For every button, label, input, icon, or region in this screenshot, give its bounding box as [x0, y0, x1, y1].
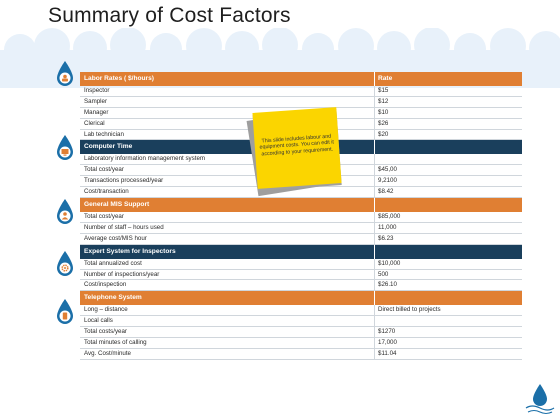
row-label: Total cost/year	[84, 213, 124, 221]
row-value: $26.10	[378, 281, 397, 289]
column-divider	[374, 176, 375, 187]
table-row: Local calls	[80, 316, 522, 328]
column-divider	[374, 269, 375, 280]
column-divider	[374, 140, 375, 155]
column-divider	[374, 86, 375, 96]
table-row: Number of inspections/year 500	[80, 269, 522, 281]
table-row: Total costs/year $1270	[80, 327, 522, 339]
column-divider	[374, 316, 375, 327]
column-divider	[374, 222, 375, 233]
table-row: Cost/inspection $26.10	[80, 280, 522, 292]
row-value: $1270	[378, 328, 396, 336]
row-label: Cost/transaction	[84, 188, 129, 196]
row-label: Number of staff – hours used	[84, 223, 164, 231]
column-divider	[374, 280, 375, 291]
row-label: Avg. Cost/minute	[84, 349, 132, 357]
row-label: Cost/inspection	[84, 281, 127, 289]
sticky-note: This slide includes labour and equipment…	[252, 107, 342, 189]
column-divider	[374, 212, 375, 222]
table-row: Cost/transaction $8.42	[80, 187, 522, 199]
column-divider	[374, 72, 375, 86]
section-header: Expert System for Inspectors	[80, 244, 522, 259]
phone-icon	[57, 299, 73, 324]
column-divider	[374, 154, 375, 165]
table-row: Inspector $15	[80, 86, 522, 97]
row-value: 500	[378, 270, 389, 278]
section-title: Computer Time	[84, 143, 133, 151]
row-label: Total cost/year	[84, 166, 124, 174]
table-row: Total minutes of calling 17,000	[80, 338, 522, 349]
row-label: Local calls	[84, 317, 113, 325]
row-label: Total annualized cost	[84, 259, 142, 267]
column-divider	[374, 305, 375, 316]
row-value: $6.23	[378, 234, 394, 242]
column-divider	[374, 187, 375, 198]
row-label: Number of inspections/year	[84, 270, 160, 278]
row-label: Lab technician	[84, 130, 124, 138]
water-drop-logo-icon	[525, 384, 555, 414]
table-row: Avg. Cost/minute $11.04	[80, 348, 522, 360]
column-divider	[374, 327, 375, 338]
column-divider	[374, 118, 375, 129]
column-divider	[374, 198, 375, 213]
computer-icon	[57, 135, 73, 160]
row-value: $10,000	[378, 259, 401, 267]
section-title: Labor Rates ( $/hours)	[84, 75, 154, 82]
row-value: 9,2100	[378, 177, 397, 185]
column-divider	[374, 258, 375, 269]
row-value: $12	[378, 97, 389, 105]
row-label: Sampler	[84, 97, 108, 105]
row-value: $10	[378, 108, 389, 116]
column-divider	[374, 244, 375, 259]
row-label: Inspector	[84, 87, 110, 94]
page-title: Summary of Cost Factors	[48, 4, 291, 27]
column-divider	[374, 233, 375, 244]
gear-icon	[57, 251, 73, 276]
section-header-value: Rate	[378, 75, 393, 82]
table-row: Total cost/year $85,000	[80, 212, 522, 223]
table-row: Long – distance Direct billed to projects	[80, 305, 522, 317]
row-label: Average cost/MIS hour	[84, 234, 147, 242]
row-value: $26	[378, 119, 389, 127]
section-title: General MIS Support	[84, 201, 150, 209]
section-title: Telephone System	[84, 294, 142, 302]
column-divider	[374, 96, 375, 107]
row-value: Direct billed to projects	[378, 306, 441, 314]
column-divider	[374, 291, 375, 306]
table-row: Number of staff – hours used 11,000	[80, 222, 522, 234]
worker-icon	[57, 61, 73, 86]
column-divider	[374, 107, 375, 118]
row-label: Clerical	[84, 119, 105, 127]
table-row: Total annualized cost $10,000	[80, 258, 522, 270]
row-value: $45,00	[378, 166, 397, 174]
row-label: Laboratory information management system	[84, 155, 206, 163]
row-value: 17,000	[378, 339, 397, 347]
column-divider	[374, 165, 375, 176]
row-value: 11,000	[378, 223, 397, 231]
row-value: $11.04	[378, 349, 397, 357]
row-label: Manager	[84, 108, 109, 116]
section-header: Telephone System	[80, 291, 522, 306]
sticky-note-text: This slide includes labour and equipment…	[259, 133, 335, 158]
table-row: Average cost/MIS hour $6.23	[80, 233, 522, 245]
section-title: Expert System for Inspectors	[84, 247, 176, 255]
row-label: Transactions processed/year	[84, 177, 164, 185]
row-label: Total minutes of calling	[84, 339, 147, 347]
section-header: Labor Rates ( $/hours) Rate	[80, 72, 522, 86]
column-divider	[374, 338, 375, 348]
row-value: $85,000	[378, 213, 401, 221]
row-value: $15	[378, 87, 389, 94]
person-icon	[57, 199, 73, 224]
row-label: Long – distance	[84, 306, 128, 314]
column-divider	[374, 129, 375, 140]
table-row: Sampler $12	[80, 96, 522, 108]
row-value: $20	[378, 130, 389, 138]
row-label: Total costs/year	[84, 328, 127, 336]
row-value: $8.42	[378, 188, 394, 196]
column-divider	[374, 348, 375, 359]
section-header: General MIS Support	[80, 198, 522, 213]
